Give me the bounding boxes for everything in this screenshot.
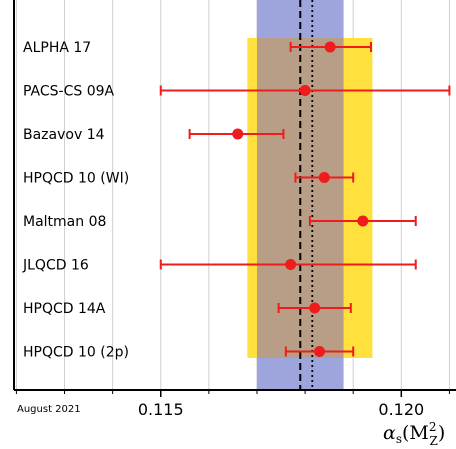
reference-lines	[299, 0, 314, 390]
data-point	[309, 302, 321, 314]
point-label: PACS-CS 09A	[23, 84, 115, 100]
point-label: JLQCD 16	[22, 258, 89, 274]
point-label: HPQCD 10 (WI)	[23, 171, 129, 187]
x-axis-label: αs(M2 Z)	[383, 420, 445, 448]
point-label: Bazavov 14	[23, 127, 105, 143]
data-point	[299, 85, 311, 96]
data-point	[285, 259, 297, 270]
data-point	[357, 215, 369, 227]
grid-lines	[15, 0, 450, 390]
x-tick-label: 0.115	[138, 400, 184, 419]
data-points	[159, 41, 451, 357]
labels: ALPHA 17 PACS-CS 09A Bazavov 14 HPQCD 10 (W…	[17, 40, 445, 448]
point-label: ALPHA 17	[23, 40, 91, 56]
point-label: HPQCD 10 (2p)	[23, 345, 129, 361]
point-label: Maltman 08	[23, 214, 106, 230]
data-point	[314, 346, 326, 357]
bands	[247, 0, 373, 390]
data-point	[318, 172, 330, 183]
point-label: HPQCD 14A	[23, 301, 106, 317]
data-point	[324, 41, 336, 53]
footnote: August 2021	[17, 404, 81, 415]
x-tick-label: 0.120	[378, 400, 424, 419]
data-point	[232, 128, 244, 140]
axes	[13, 0, 456, 397]
